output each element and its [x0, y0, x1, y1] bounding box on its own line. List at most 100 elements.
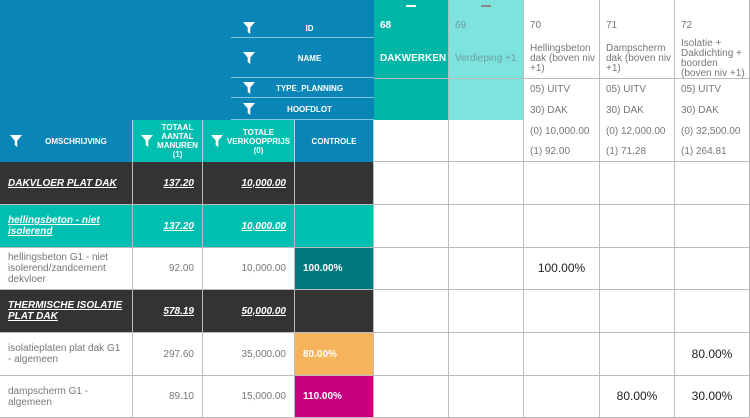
planning-manuren: (1) 264.81 — [681, 146, 727, 157]
planning-cell[interactable] — [449, 162, 524, 205]
column-header-omschrijving[interactable]: OMSCHRIJVING — [0, 120, 133, 162]
planning-cell[interactable] — [449, 290, 524, 333]
row-verkoop[interactable]: 50,000.00 — [203, 290, 295, 333]
planning-name: Verdieping +1 — [455, 53, 517, 64]
row-manuren[interactable]: 89.10 — [133, 376, 203, 418]
row-omschrijving[interactable]: hellingsbeton - niet isolerend — [0, 205, 133, 248]
filter-icon[interactable] — [211, 135, 223, 147]
planning-cell[interactable] — [600, 162, 675, 205]
collapse-68-icon[interactable] — [406, 5, 416, 7]
planning-cell[interactable] — [675, 248, 750, 290]
row-omschrijving[interactable]: THERMISCHE ISOLATIE PLAT DAK — [0, 290, 133, 333]
row-manuren[interactable]: 297.60 — [133, 333, 203, 376]
column-header-verkoop[interactable]: TOTALE VERKOOPPRIJS (0) — [203, 120, 295, 162]
row-manuren[interactable]: 137.20 — [133, 162, 203, 205]
planning-cell[interactable] — [449, 248, 524, 290]
planning-cell[interactable] — [675, 205, 750, 248]
column-header-label: OMSCHRIJVING — [45, 136, 107, 146]
planning-cell[interactable]: 100.00% — [524, 248, 600, 290]
planning-cell[interactable] — [524, 205, 600, 248]
column-header-controle[interactable]: CONTROLE — [295, 120, 374, 162]
planning-cell[interactable] — [449, 333, 524, 376]
row-verkoop[interactable]: 15,000.00 — [203, 376, 295, 418]
planning-cell[interactable] — [524, 162, 600, 205]
planning-cell[interactable] — [374, 290, 449, 333]
planning-cell[interactable] — [524, 290, 600, 333]
planning-name: Hellingsbeton dak (boven niv +1) — [530, 43, 596, 74]
planning-cell[interactable] — [524, 333, 600, 376]
column-header-label: TOTALE VERKOOPPRIJS (0) — [226, 127, 291, 155]
filter-icon[interactable] — [141, 135, 153, 147]
filter-icon[interactable] — [10, 135, 22, 147]
filter-row-type_planning[interactable]: TYPE_PLANNING — [231, 78, 374, 98]
filter-icon[interactable] — [243, 22, 255, 34]
column-68-header-bg — [374, 0, 449, 120]
planning-id: 71 — [606, 20, 618, 31]
row-omschrijving[interactable]: isolatieplaten plat dak G1 - algemeen — [0, 333, 133, 376]
row-verkoop[interactable]: 35,000.00 — [203, 333, 295, 376]
column-69-header-bg — [449, 0, 524, 120]
planning-verkoop: (0) 32,500.00 — [681, 126, 741, 137]
planning-cell[interactable]: 80.00% — [675, 333, 750, 376]
row-controle: 80.00% — [295, 333, 374, 376]
planning-cell[interactable]: 30.00% — [675, 376, 750, 418]
planning-type: 05) UITV — [681, 84, 722, 95]
collapse-69-icon[interactable] — [481, 5, 491, 7]
planning-verkoop: (0) 12,000.00 — [606, 126, 666, 137]
planning-cell[interactable] — [600, 205, 675, 248]
row-omschrijving[interactable]: hellingsbeton G1 - niet isolerend/zandce… — [0, 248, 133, 290]
planning-cell[interactable] — [600, 248, 675, 290]
planning-cell[interactable] — [449, 376, 524, 418]
planning-name: DAKWERKEN — [380, 53, 447, 64]
row-omschrijving[interactable]: DAKVLOER PLAT DAK — [0, 162, 133, 205]
planning-name: Isolatie + Dakdichting + boorden (boven … — [681, 38, 745, 79]
filter-label-id: ID — [305, 23, 314, 33]
filter-icon[interactable] — [243, 52, 255, 64]
planning-cell[interactable] — [374, 248, 449, 290]
filter-label-hoofdlot: HOOFDLOT — [287, 104, 332, 114]
planning-cell[interactable] — [675, 162, 750, 205]
row-verkoop[interactable]: 10,000.00 — [203, 205, 295, 248]
planning-cell[interactable] — [600, 290, 675, 333]
planning-cell[interactable] — [675, 290, 750, 333]
planning-cell[interactable] — [524, 376, 600, 418]
planning-cell[interactable] — [374, 205, 449, 248]
planning-name: Dampscherm dak (boven niv +1) — [606, 43, 672, 74]
filter-label-name: NAME — [297, 53, 322, 63]
row-omschrijving[interactable]: dampscherm G1 - algemeen — [0, 376, 133, 418]
planning-cell[interactable] — [374, 333, 449, 376]
planning-id: 72 — [681, 20, 693, 31]
planning-cell[interactable] — [374, 162, 449, 205]
row-verkoop[interactable]: 10,000.00 — [203, 248, 295, 290]
column-header-label: TOTAAL AANTAL MANUREN (1) — [157, 123, 198, 159]
row-controle — [295, 290, 374, 333]
row-controle — [295, 162, 374, 205]
row-manuren[interactable]: 578.19 — [133, 290, 203, 333]
planning-id: 70 — [530, 20, 542, 31]
planning-verkoop: (0) 10,000.00 — [530, 126, 590, 137]
planning-hoofdlot: 30) DAK — [606, 105, 644, 116]
planning-id: 69 — [455, 20, 467, 31]
planning-type: 05) UITV — [530, 84, 571, 95]
row-controle: 100.00% — [295, 248, 374, 290]
column-header-totaal[interactable]: TOTAAL AANTAL MANUREN (1) — [133, 120, 203, 162]
column-header-label: CONTROLE — [311, 136, 357, 146]
filter-label-type_planning: TYPE_PLANNING — [275, 83, 344, 93]
planning-cell[interactable] — [374, 376, 449, 418]
row-controle — [295, 205, 374, 248]
planning-cell[interactable] — [449, 205, 524, 248]
planning-id: 68 — [380, 20, 392, 31]
planning-cell[interactable]: 80.00% — [600, 376, 675, 418]
row-controle: 110.00% — [295, 376, 374, 418]
filter-icon[interactable] — [243, 103, 255, 115]
filter-row-hoofdlot[interactable]: HOOFDLOT — [231, 98, 374, 120]
planning-hoofdlot: 30) DAK — [530, 105, 568, 116]
filter-row-name[interactable]: NAME — [231, 38, 374, 78]
row-manuren[interactable]: 92.00 — [133, 248, 203, 290]
planning-cell[interactable] — [600, 333, 675, 376]
planning-manuren: (1) 71.28 — [606, 146, 647, 157]
row-manuren[interactable]: 137.20 — [133, 205, 203, 248]
filter-icon[interactable] — [243, 82, 255, 94]
row-verkoop[interactable]: 10,000.00 — [203, 162, 295, 205]
filter-row-id[interactable]: ID — [231, 18, 374, 38]
